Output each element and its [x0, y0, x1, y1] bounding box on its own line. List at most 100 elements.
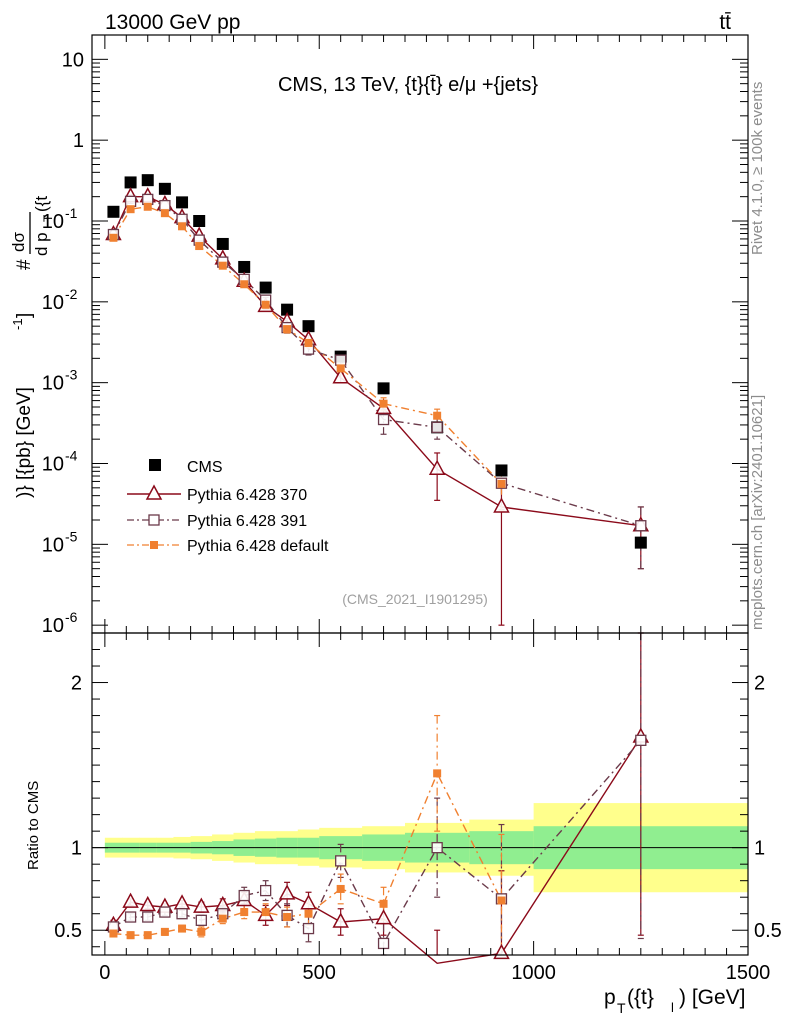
main-point-370	[428, 459, 446, 475]
ratio-point-default	[178, 924, 187, 933]
main-point-cms	[141, 174, 154, 187]
xlabel-tail: ({t}	[627, 986, 654, 1009]
main-point-391	[335, 354, 347, 366]
main-point-cms	[238, 260, 251, 273]
main-point-391	[431, 421, 443, 434]
ratio-point-default	[109, 929, 118, 938]
ratio-point-default	[261, 908, 270, 917]
ratio-point-370	[332, 912, 349, 928]
main-ytick-label: 10	[42, 292, 64, 314]
xlabel-end: ) [GeV]	[679, 986, 746, 1009]
main-point-cms	[176, 196, 189, 209]
ylabel-denominator-tail: ({t	[32, 196, 51, 212]
ratio-xtick-label: 0	[99, 962, 110, 984]
legend-label-default: Pythia 6.428 default	[187, 538, 329, 555]
ratio-point-370	[193, 897, 210, 913]
ratio-point-default	[160, 927, 169, 936]
main-point-370	[332, 368, 349, 384]
main-point-default	[178, 222, 187, 231]
x-axis-label: p T ({t} l ) [GeV]	[604, 986, 746, 1016]
legend-label-370: Pythia 6.428 370	[187, 487, 307, 504]
legend-label-cms: CMS	[187, 459, 223, 476]
main-point-default	[497, 479, 506, 488]
ratio-ytick-label-right: 1	[754, 838, 765, 860]
main-point-cms	[216, 237, 229, 250]
ratio-ytick-label-right: 0.5	[754, 920, 782, 942]
main-point-391	[159, 199, 171, 212]
ratio-frame	[91, 632, 749, 956]
ratio-point-391	[238, 889, 250, 902]
ratio-point-391	[124, 911, 137, 923]
main-point-cms	[107, 205, 120, 218]
ratio-ytick-label: 0.5	[54, 920, 82, 942]
ratio-point-391	[431, 842, 443, 854]
ratio-point-default	[143, 931, 152, 940]
ratio-point-370	[278, 884, 296, 900]
ratio-point-default	[283, 913, 292, 922]
main-ytick-exp: -3	[65, 367, 78, 383]
ratio-line	[112, 736, 642, 965]
ylabel-denominator: d p	[32, 232, 51, 256]
main-point-cms	[377, 382, 390, 395]
main-point-default	[433, 411, 442, 420]
main-point-default	[283, 325, 292, 334]
ratio-ytick-label: 1	[71, 838, 82, 860]
ratio-point-default	[218, 914, 227, 923]
ratio-point-391	[635, 734, 647, 746]
main-ytick-label: 10	[62, 49, 84, 71]
main-point-cms	[302, 320, 315, 333]
ratio-point-370	[173, 894, 191, 910]
ratio-xtick-label: 1000	[511, 962, 556, 984]
main-point-391	[124, 195, 137, 208]
ratio-point-370	[300, 894, 317, 910]
ratio-point-default	[433, 769, 442, 778]
ratio-error-bars	[110, 632, 644, 956]
ratio-point-default	[126, 931, 135, 940]
ratio-point-370	[139, 895, 156, 912]
analysis-watermark: (CMS_2021_I1901295)	[342, 591, 488, 607]
ylabel-unit: )} [{pb} [GeV]	[14, 387, 35, 498]
ratio-point-391	[142, 911, 154, 923]
ratio-point-default	[336, 884, 345, 893]
ratio-point-370	[493, 943, 510, 960]
xlabel-sub: T	[617, 1000, 626, 1016]
ylabel-unit-sup: -1	[10, 318, 25, 330]
main-plot-area	[92, 35, 748, 633]
ratio-point-default	[497, 896, 506, 905]
legend-marker-default	[150, 541, 158, 549]
main-point-cms	[281, 303, 294, 316]
ratio-point-391	[159, 906, 171, 918]
legend-marker-cms	[149, 459, 161, 471]
main-point-cms	[634, 536, 647, 549]
main-markers	[105, 174, 650, 549]
main-y-axis-label: # dσ d p T ({t )} [{pb} [GeV] -1 ]	[9, 196, 55, 498]
legend-marker-370	[145, 484, 163, 500]
main-point-default	[261, 300, 270, 309]
ratio-ytick-label: 2	[71, 673, 82, 695]
header-right: tt̄	[719, 11, 731, 34]
rivet-version-label: Rivet 4.1.0, ≥ 100k events	[749, 82, 766, 255]
main-point-default	[218, 261, 227, 270]
header-left: 13000 GeV pp	[105, 11, 240, 34]
main-point-cms	[124, 176, 137, 189]
ratio-markers	[105, 727, 650, 960]
legend: CMS Pythia 6.428 370 Pythia 6.428 391 Py…	[127, 459, 329, 555]
legend-label-391: Pythia 6.428 391	[187, 513, 307, 530]
main-panel	[92, 35, 748, 633]
main-point-default	[195, 242, 204, 251]
ratio-point-391	[259, 884, 272, 897]
main-point-cms	[193, 214, 206, 227]
legend-marker-391	[148, 514, 160, 526]
main-point-default	[304, 338, 313, 347]
main-title: CMS, 13 TeV, {t}{t̄} e/μ +{jets}	[278, 74, 538, 96]
ratio-y-axis-label: Ratio to CMS	[25, 781, 42, 870]
ratio-point-default	[304, 909, 313, 918]
ratio-point-391	[302, 922, 315, 935]
main-point-391	[635, 520, 647, 532]
ratio-point-391	[335, 855, 347, 867]
main-point-default	[126, 205, 135, 214]
ratio-point-391	[377, 937, 390, 950]
main-point-default	[109, 233, 118, 242]
